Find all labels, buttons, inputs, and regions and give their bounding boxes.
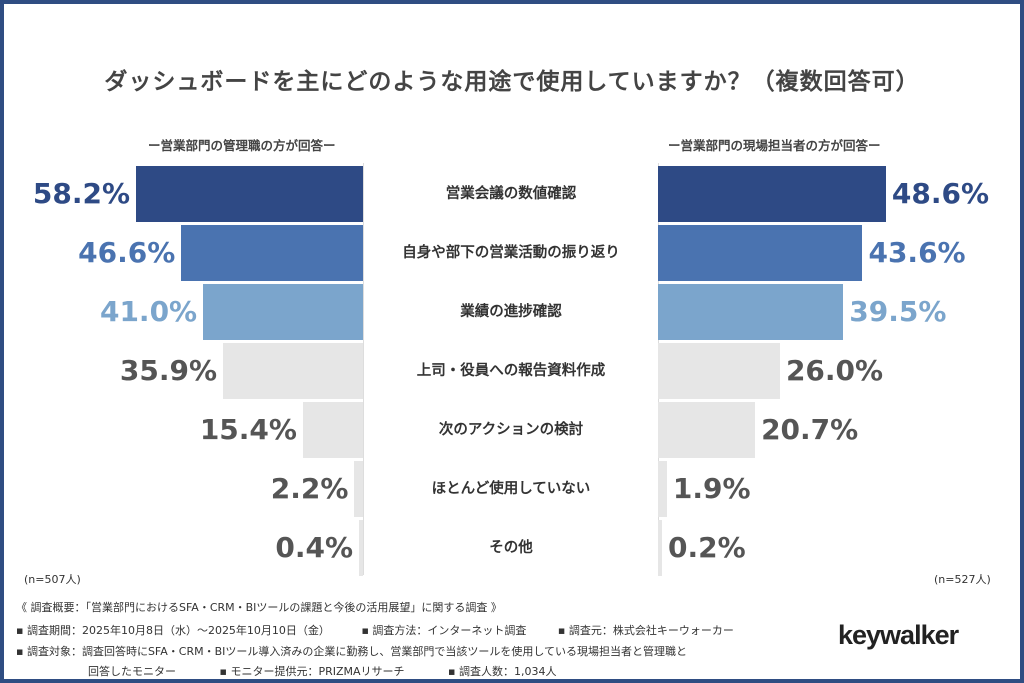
left-axis-line <box>363 163 364 575</box>
survey-target: ▪ 調査対象：調査回答時にSFA・CRM・BIツール導入済みの企業に勤務し、営業… <box>16 645 688 658</box>
right-bar <box>658 166 886 222</box>
right-bar <box>658 461 667 517</box>
survey-overview: 《 調査概要：「営業部門におけるSFA・CRM・BIツールの課題と今後の活用展望… <box>16 601 502 614</box>
monitor-provider: ▪ モニター提供元：PRIZMAリサーチ <box>219 665 405 678</box>
survey-target-cont: 回答したモニター <box>88 665 176 678</box>
right-value-label: 26.0% <box>785 354 884 387</box>
category-label: 次のアクションの検討 <box>438 422 584 438</box>
category-label: 自身や部下の営業活動の振り返り <box>402 245 620 261</box>
keywalker-logo: keywalker <box>838 620 959 650</box>
left-value-label: 46.6% <box>78 236 176 269</box>
right-bar <box>658 402 756 458</box>
right-value-label: 39.5% <box>849 295 947 328</box>
left-series-label: ー営業部門の管理職の方が回答ー <box>148 138 336 153</box>
right-bar <box>658 343 780 399</box>
left-value-label: 2.2% <box>270 472 349 505</box>
category-label: 業績の進捗確認 <box>460 304 562 320</box>
category-label: 上司・役員への報告資料作成 <box>416 363 606 379</box>
survey-source: ▪ 調査元：株式会社キーウォーカー <box>557 624 734 637</box>
left-value-label: 0.4% <box>275 531 353 564</box>
category-label: その他 <box>489 540 533 556</box>
left-n-label: (n=507人) <box>24 573 81 586</box>
left-value-label: 58.2% <box>32 177 131 210</box>
left-value-label: 35.9% <box>119 354 217 387</box>
left-bar <box>354 461 363 517</box>
right-series-label: ー営業部門の現場担当者の方が回答ー <box>668 138 881 153</box>
footer-line-4: 回答したモニター ▪ モニター提供元：PRIZMAリサーチ ▪ 調査人数：1,0… <box>88 663 556 679</box>
left-bar <box>222 343 363 399</box>
left-bar <box>359 520 363 576</box>
left-bar <box>203 284 363 340</box>
survey-count: ▪ 調査人数：1,034人 <box>448 665 557 678</box>
survey-method: ▪ 調査方法：インターネット調査 <box>361 624 527 637</box>
left-value-label: 41.0% <box>99 295 198 328</box>
right-value-label: 43.6% <box>868 236 966 269</box>
right-value-label: 20.7% <box>761 413 859 446</box>
footer-line-2: ▪ 調査期間：2025年10月8日（水）～2025年10月10日（金） ▪ 調査… <box>16 622 734 638</box>
right-value-label: 0.2% <box>668 531 746 564</box>
right-bar <box>658 284 844 340</box>
right-bar <box>658 520 662 576</box>
right-bar <box>658 225 863 281</box>
left-bar <box>181 225 363 281</box>
right-value-label: 48.6% <box>891 177 990 210</box>
survey-period: ▪ 調査期間：2025年10月8日（水）～2025年10月10日（金） <box>16 624 330 637</box>
left-bar <box>136 166 363 222</box>
left-value-label: 15.4% <box>199 413 297 446</box>
chart-title: ダッシュボードを主にどのような用途で使用していますか？（複数回答可） <box>104 69 920 95</box>
category-label: ほとんど使用していない <box>431 481 591 497</box>
right-value-label: 1.9% <box>672 472 751 505</box>
category-label: 営業会議の数値確認 <box>445 186 577 202</box>
left-bar <box>302 402 363 458</box>
right-n-label: (n=527人) <box>934 573 991 586</box>
